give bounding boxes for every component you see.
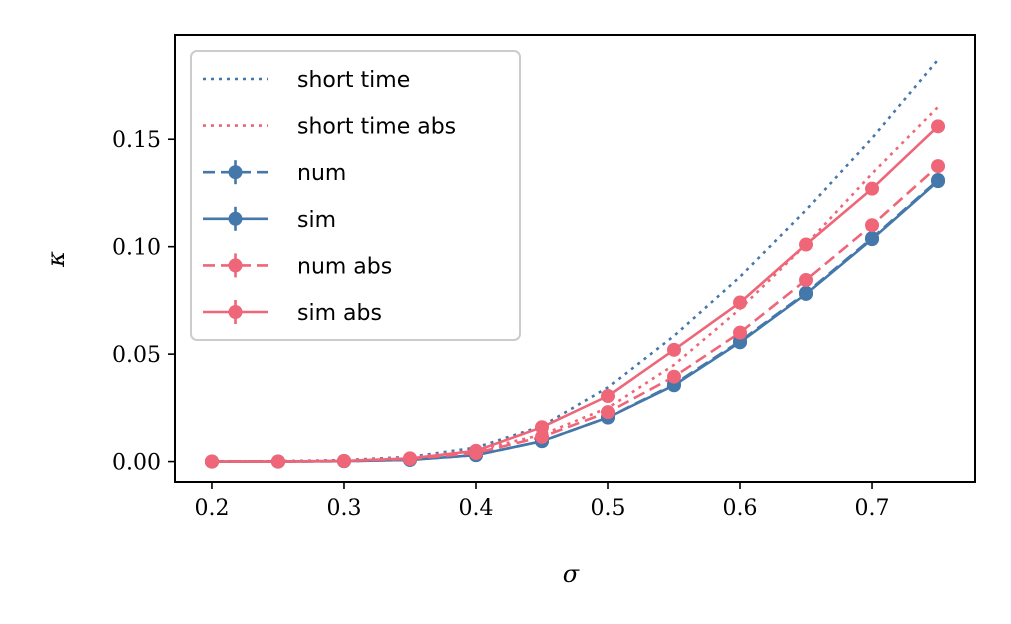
legend-label-2: num bbox=[297, 161, 346, 186]
data-point-5 bbox=[204, 454, 219, 469]
y-axis-label: κ bbox=[42, 251, 70, 268]
data-point-4 bbox=[865, 218, 880, 233]
data-point-4 bbox=[931, 159, 946, 174]
series-line-4 bbox=[212, 165, 939, 463]
plot-frame bbox=[174, 34, 976, 483]
data-point-5 bbox=[799, 237, 814, 252]
data-point-5 bbox=[865, 181, 880, 196]
x-tick-label: 0.4 bbox=[458, 496, 493, 521]
data-point-4 bbox=[667, 369, 682, 384]
y-tick-label: 0.00 bbox=[112, 451, 161, 476]
x-axis-label: σ bbox=[563, 560, 580, 588]
x-tick-label: 0.6 bbox=[723, 496, 758, 521]
data-point-5 bbox=[336, 453, 351, 468]
data-point-5 bbox=[733, 295, 748, 310]
legend: short time short time abs num sim num abs sim… bbox=[190, 50, 521, 341]
data-point-4 bbox=[601, 405, 616, 420]
x-tick-label: 0.2 bbox=[194, 496, 229, 521]
y-tick-label: 0.15 bbox=[112, 128, 161, 153]
legend-label-5: sim abs bbox=[297, 301, 382, 326]
data-point-5 bbox=[468, 443, 483, 458]
data-point-5 bbox=[402, 451, 417, 466]
plot-marks bbox=[204, 58, 946, 469]
x-tick-label: 0.7 bbox=[855, 496, 890, 521]
legend-marker-3 bbox=[228, 211, 243, 226]
data-point-3 bbox=[931, 174, 946, 189]
legend-label-3: sim bbox=[297, 208, 336, 233]
data-point-5 bbox=[667, 342, 682, 357]
data-point-3 bbox=[865, 232, 880, 247]
data-point-3 bbox=[733, 335, 748, 350]
data-point-4 bbox=[799, 272, 814, 287]
x-tick-label: 0.3 bbox=[326, 496, 361, 521]
legend-marker-5 bbox=[228, 305, 243, 319]
data-point-5 bbox=[601, 389, 616, 404]
data-point-4 bbox=[534, 429, 549, 444]
data-point-5 bbox=[270, 454, 285, 469]
legend-marker-2 bbox=[228, 165, 243, 180]
legend-box bbox=[190, 50, 521, 341]
x-tick-label: 0.5 bbox=[591, 496, 626, 521]
y-tick-label: 0.10 bbox=[112, 236, 161, 261]
data-point-4 bbox=[733, 325, 748, 340]
axes: 0.2 0.3 0.4 0.5 0.6 0.7 0.00 0.05 0.10 0.15 bbox=[112, 128, 890, 521]
legend-label-0: short time bbox=[297, 68, 410, 93]
data-point-3 bbox=[799, 286, 814, 301]
data-point-5 bbox=[534, 420, 549, 435]
legend-marker-4 bbox=[228, 258, 243, 273]
y-tick-label: 0.05 bbox=[112, 343, 161, 368]
series-line-5 bbox=[212, 125, 939, 463]
data-point-5 bbox=[931, 119, 946, 134]
legend-label-1: short time abs bbox=[297, 115, 456, 140]
legend-label-4: num abs bbox=[297, 254, 392, 279]
